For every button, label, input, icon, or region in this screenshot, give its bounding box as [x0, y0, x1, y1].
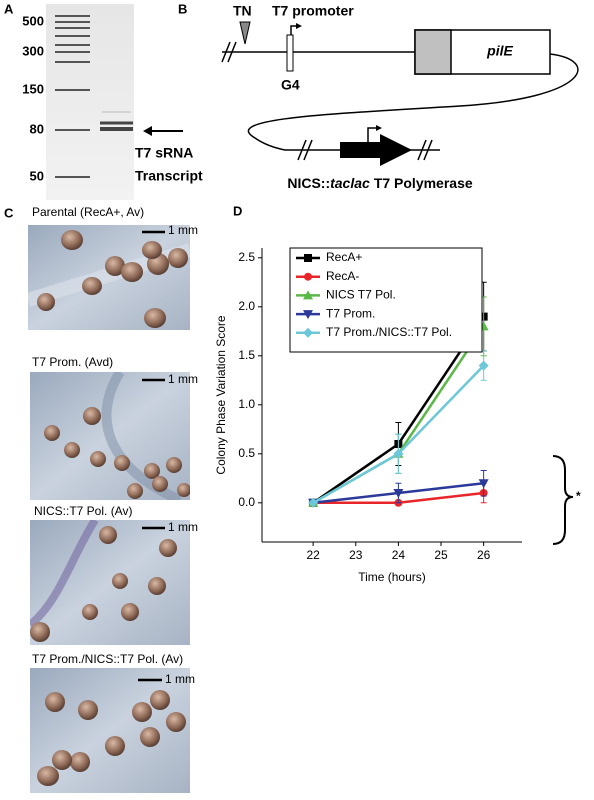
legend-label: NICS T7 Pol.: [326, 288, 396, 302]
scale-label: 1 mm: [168, 372, 198, 386]
gel: [46, 4, 134, 200]
micrograph: [30, 668, 190, 793]
legend-label: RecA-: [326, 269, 359, 283]
ladder-bands: [55, 15, 90, 178]
break-mark: [221, 41, 237, 63]
x-tick-label: 23: [349, 548, 363, 562]
arrow-head: [143, 126, 152, 136]
panel-b: B TN T7 promoter G4 pilE NICS::taclac T7 …: [178, 1, 579, 191]
ladder-label: 150: [22, 81, 44, 96]
y-tick-label: 2.5: [238, 250, 255, 264]
scale-label: 1 mm: [168, 520, 198, 534]
y-tick-label: 1.0: [238, 397, 255, 411]
marker: [478, 360, 489, 371]
panel-a: A 500 300 150 80 50 T7 sRNA Transcript: [4, 1, 203, 200]
marker: [478, 479, 489, 489]
x-axis-label: Time (hours): [358, 570, 426, 584]
legend-marker: [303, 310, 313, 320]
legend-marker: [304, 272, 312, 281]
dna-loop: [247, 53, 579, 151]
panel-c: C Parental (RecA+, Av) 1 mm T7 Prom. (Av…: [4, 205, 198, 793]
site-label: G4: [281, 77, 300, 93]
panel-label: D: [233, 203, 242, 218]
g4-element: [286, 34, 294, 72]
ladder-label: 500: [22, 13, 44, 28]
micrograph: [30, 520, 190, 645]
construct-label: NICS::taclac T7 Polymerase: [287, 175, 473, 191]
legend-marker: [303, 327, 313, 338]
sample-bands: [100, 111, 133, 131]
legend-label: T7 Prom./NICS::T7 Pol.: [326, 325, 452, 339]
image-caption: T7 Prom. (Avd): [32, 355, 113, 369]
panel-label: C: [4, 205, 14, 220]
panel-d: D 0.0 0.5 1.0 1.5 2.0 2.5 22 23 24 25 26 Time (hour…: [214, 203, 581, 584]
gene-label: pilE: [486, 43, 513, 59]
y-tick-label: 0.5: [238, 446, 255, 460]
construct-suffix: T7 Polymerase: [374, 175, 473, 191]
ladder-label: 50: [30, 168, 44, 183]
legend-marker: [304, 254, 312, 262]
y-tick-label: 2.0: [238, 299, 255, 313]
annotation: *: [576, 489, 581, 503]
image-caption: Parental (RecA+, Av): [32, 205, 144, 219]
polymerase-gene: [340, 134, 412, 166]
micrograph: [30, 372, 190, 500]
transposon: [239, 21, 251, 45]
scale-label: 1 mm: [168, 223, 198, 237]
y-axis-label: Colony Phase Variation Score: [214, 315, 228, 475]
annotation: T7 sRNA: [135, 145, 193, 161]
panel-label: B: [178, 1, 187, 16]
legend-marker: [303, 290, 313, 300]
marker: [393, 489, 404, 498]
annotation: Transcript: [135, 168, 203, 184]
promoter-arrow: [367, 127, 378, 142]
ladder-label: 300: [22, 43, 44, 58]
legend-label: RecA+: [326, 250, 362, 264]
promoter-arrow-head: [296, 23, 302, 29]
y-tick-label: 1.5: [238, 348, 255, 362]
scale-label: 1 mm: [165, 672, 195, 686]
marker: [308, 497, 319, 508]
construct-prefix: NICS::: [287, 175, 330, 191]
x-tick-label: 26: [477, 548, 491, 562]
y-tick-label: 0.0: [238, 495, 255, 509]
promoter-arrow-head: [376, 125, 382, 131]
x-tick-label: 24: [392, 548, 406, 562]
image-caption: T7 Prom./NICS::T7 Pol. (Av): [32, 652, 183, 666]
brace: [552, 455, 574, 545]
break-mark: [297, 139, 433, 161]
insertion-label: TN: [233, 3, 252, 19]
gene-region: [414, 29, 452, 75]
micrograph: [28, 225, 190, 330]
marker: [393, 448, 404, 459]
x-tick-label: 22: [306, 548, 320, 562]
panel-label: A: [4, 1, 14, 16]
construct-italic: taclac: [330, 175, 370, 191]
image-caption: NICS::T7 Pol. (Av): [34, 504, 132, 518]
legend-label: T7 Prom.: [326, 306, 375, 320]
ladder-label: 80: [30, 121, 44, 136]
x-tick-label: 25: [434, 548, 448, 562]
legend-box: [289, 247, 483, 353]
promoter-label: T7 promoter: [272, 3, 354, 19]
